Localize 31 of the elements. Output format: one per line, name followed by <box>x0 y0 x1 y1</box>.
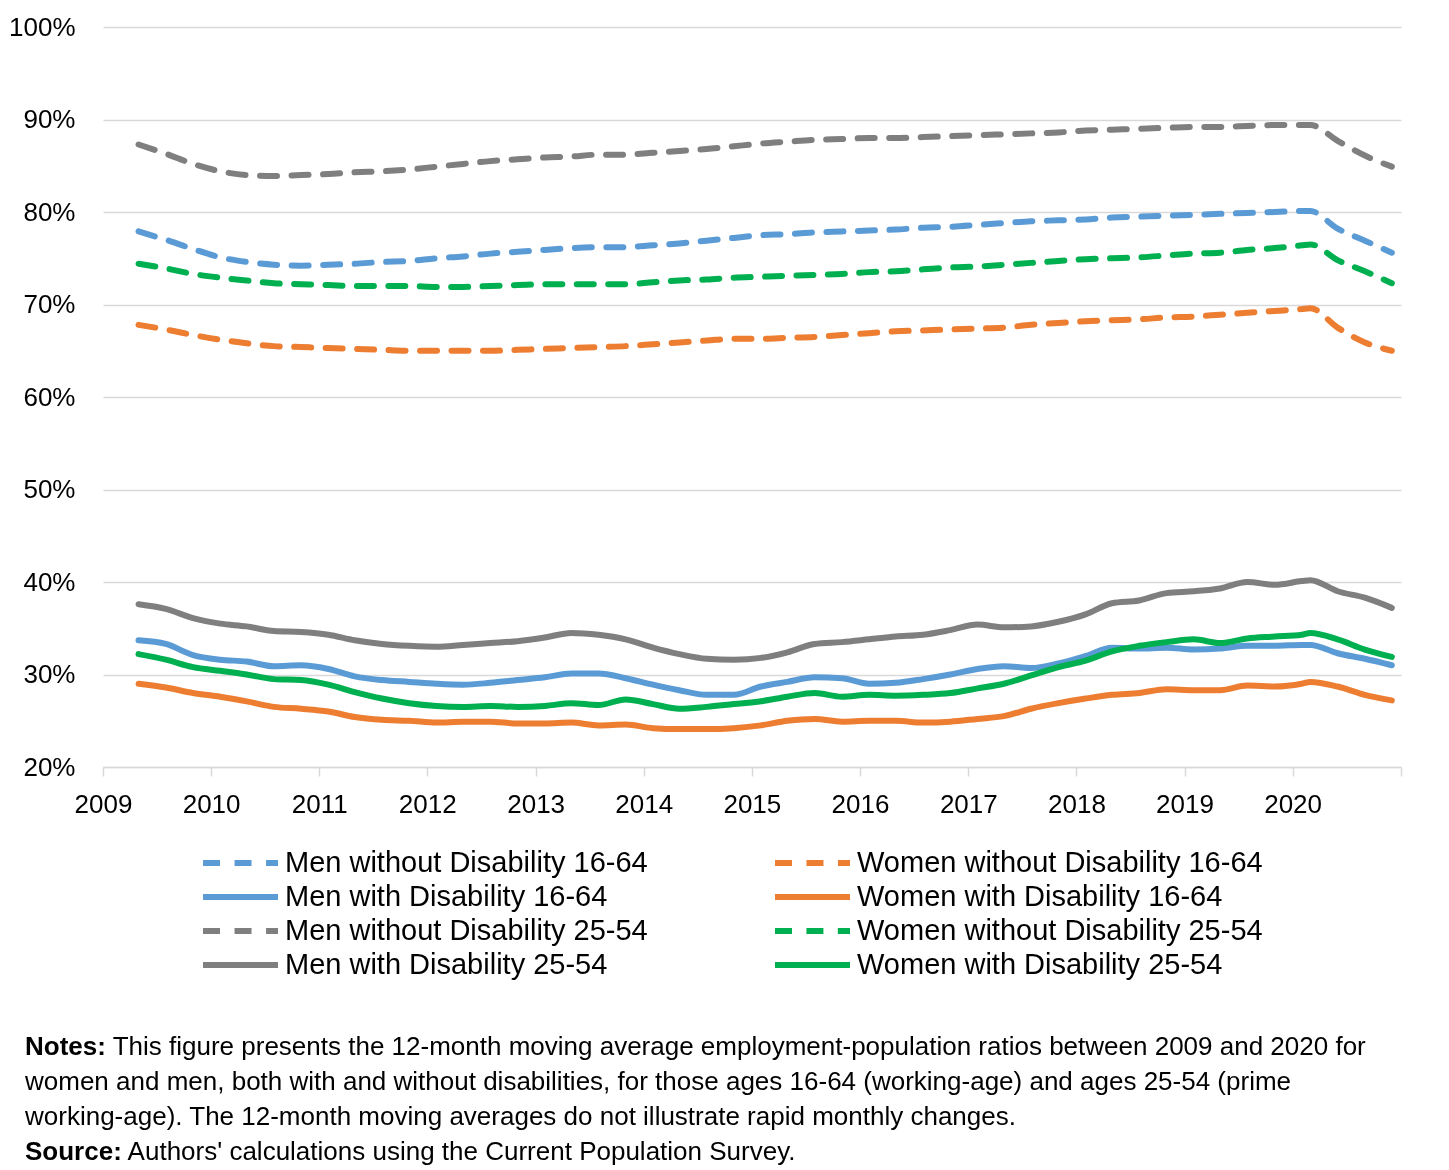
x-tick-label: 2013 <box>507 788 566 819</box>
legend-label: Women without Disability 25-54 <box>857 914 1263 946</box>
text: Notes: This figure presents the 12-month moving average employment-population ratios between 2009 and 2020 for women and men, both with and without disabilities, for those ages 16-64 (working-age) and ages 25-54 (prime working-age). The 12-month moving averages do not illustrate rapid monthly changes. <box>25 1030 1367 1133</box>
y-tick-label: 50% <box>23 474 76 504</box>
y-tick-label: 40% <box>23 566 76 597</box>
y-tick-label: 20% <box>23 751 76 782</box>
x-tick-label: 2011 <box>291 788 348 819</box>
x-tick-label: 2015 <box>723 788 782 819</box>
x-tick-label: 2018 <box>1048 788 1106 819</box>
x-tick-label: 2019 <box>1156 788 1214 819</box>
legend-label: Men without Disability 25-54 <box>285 914 648 946</box>
y-tick-label: 90% <box>23 104 76 134</box>
y-tick-label: 70% <box>23 289 76 319</box>
legend-label: Men without Disability 16-64 <box>285 846 648 878</box>
y-tick-label: 60% <box>23 381 76 412</box>
y-tick-label: 30% <box>23 659 76 689</box>
legend-label: Men with Disability 16-64 <box>285 880 608 912</box>
x-tick-label: 2014 <box>615 788 674 819</box>
legend-label: Women with Disability 16-64 <box>857 880 1223 912</box>
x-tick-label: 2009 <box>74 788 133 819</box>
x-tick-label: 2020 <box>1264 788 1323 819</box>
x-tick-label: 2016 <box>831 788 890 819</box>
y-tick-label: 100% <box>9 11 76 42</box>
source-note: Source: Authors' calculations using the Current Population Survey. <box>25 1135 797 1168</box>
y-tick-label: 80% <box>23 196 76 227</box>
x-tick-label: 2017 <box>939 788 998 819</box>
legend-label: Men with Disability 25-54 <box>285 948 608 980</box>
legend-label: Women with Disability 25-54 <box>857 948 1223 980</box>
x-tick-label: 2010 <box>182 788 241 819</box>
legend-label: Women without Disability 16-64 <box>857 846 1263 878</box>
x-tick-label: 2012 <box>398 788 457 819</box>
